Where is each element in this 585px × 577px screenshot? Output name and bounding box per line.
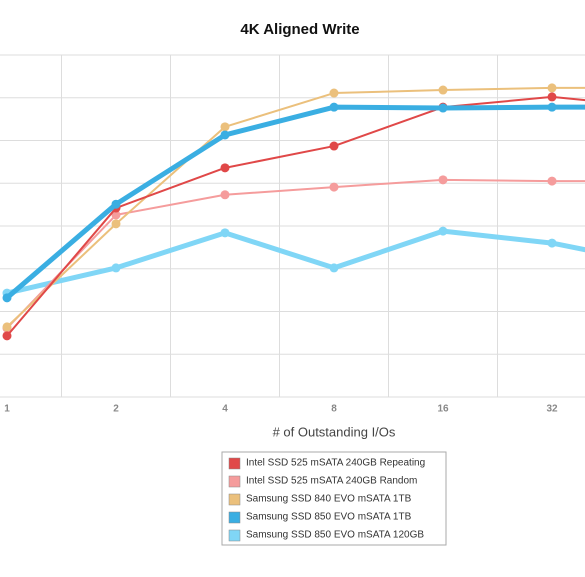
data-point [220,228,230,238]
series-line [6,228,585,296]
data-point [111,263,121,273]
data-point [329,141,339,151]
data-point [111,210,121,220]
series-line [6,86,585,328]
x-tick-label: 2 [113,404,119,415]
data-point [329,182,339,192]
legend-label: Samsung SSD 850 EVO mSATA 120GB [246,530,424,541]
legend-label: Samsung SSD 840 EVO mSATA 1TB [246,494,412,505]
data-point [438,226,448,236]
x-tick-label: 32 [546,404,558,415]
series-line [6,95,585,337]
chart-title: 4K Aligned Write [240,21,359,38]
data-point [2,331,12,341]
legend-swatch [228,457,241,470]
legend-swatch [228,475,241,488]
data-point [220,190,230,200]
data-point [438,175,448,185]
legend-label: Intel SSD 525 mSATA 240GB Repeating [246,458,425,469]
legend-swatch [228,529,241,542]
data-point [111,219,121,229]
x-tick-label: 1 [4,404,10,415]
data-point [547,102,557,112]
data-point [111,199,121,209]
data-point [438,85,448,95]
legend-swatch [228,493,241,506]
x-tick-label: 8 [331,404,337,415]
data-point [329,88,339,98]
data-point [220,130,230,140]
legend-swatch [228,511,241,524]
x-tick-label: 16 [437,404,449,415]
data-point [547,238,557,248]
data-point [220,122,230,132]
x-tick-label: 4 [222,404,228,415]
data-point [329,263,339,273]
data-point [547,83,557,93]
data-point [547,176,557,186]
legend-label: Samsung SSD 850 EVO mSATA 1TB [246,512,412,523]
data-point [2,322,12,332]
legend-label: Intel SSD 525 mSATA 240GB Random [246,476,417,487]
x-axis-label: # of Outstanding I/Os [273,424,396,439]
data-point [2,293,12,303]
data-point [220,163,230,173]
legend [221,451,447,546]
data-point [547,92,557,102]
data-point [438,103,448,113]
data-point [329,102,339,112]
